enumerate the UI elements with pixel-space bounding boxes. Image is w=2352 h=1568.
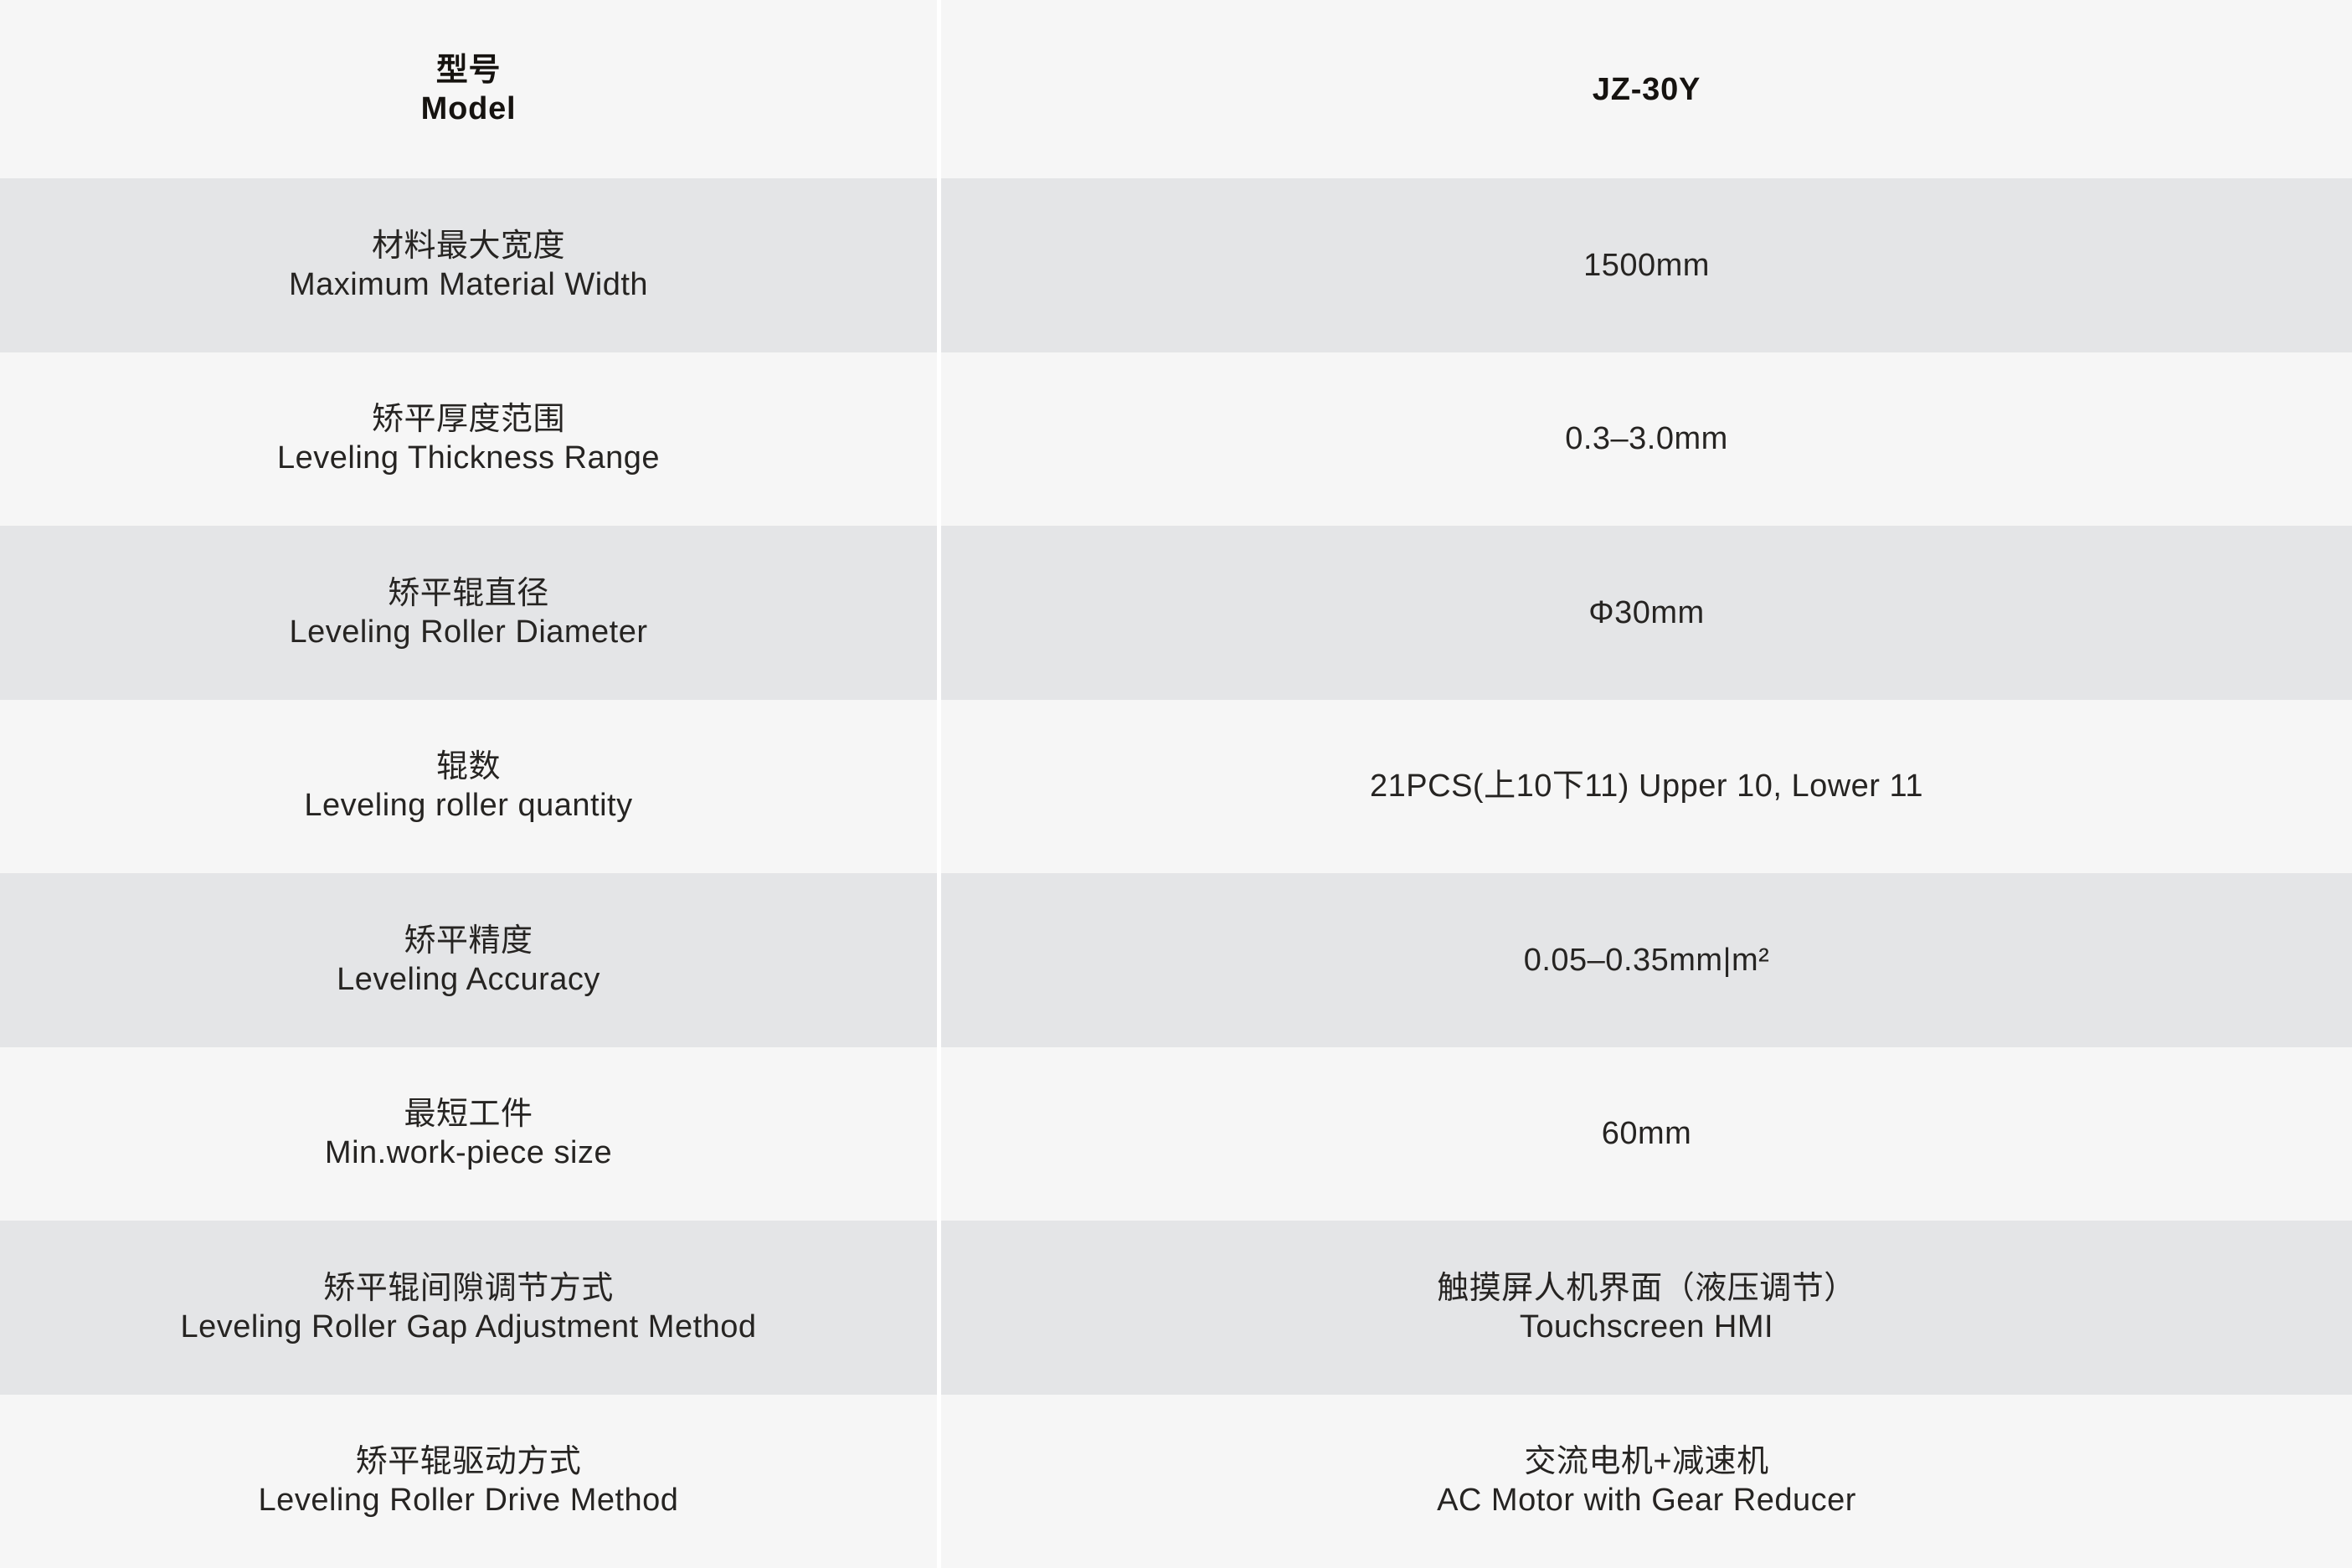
leveling-accuracy-value-cell: 0.05–0.35mm|m² xyxy=(941,873,2352,1047)
leveling-roller-diameter-value-cell: Φ30mm xyxy=(941,526,2352,700)
leveling-accuracy-label-cell: 矫平精度 Leveling Accuracy xyxy=(0,873,937,1047)
model-label-en: Model xyxy=(420,90,517,126)
roller-drive-method-label-cell: 矫平辊驱动方式 Leveling Roller Drive Method xyxy=(0,1394,937,1568)
max-material-width-label-en: Maximum Material Width xyxy=(288,266,649,302)
leveling-roller-diameter-value: Φ30mm xyxy=(1588,594,1705,630)
roller-gap-adjustment-value-en: Touchscreen HMI xyxy=(1519,1308,1774,1344)
leveling-roller-quantity-value-cell: 21PCS(上10下11) Upper 10, Lower 11 xyxy=(941,699,2352,873)
min-workpiece-size-label-zh: 最短工件 xyxy=(404,1097,533,1133)
min-workpiece-size-label-cell: 最短工件 Min.work-piece size xyxy=(0,1046,937,1221)
max-material-width-label-zh: 材料最大宽度 xyxy=(371,228,565,264)
leveling-accuracy-label-zh: 矫平精度 xyxy=(404,923,533,959)
leveling-thickness-range-label-en: Leveling Thickness Range xyxy=(276,440,660,476)
max-material-width-value: 1500mm xyxy=(1583,247,1710,283)
leveling-roller-diameter-label-zh: 矫平辊直径 xyxy=(388,575,549,611)
model-value-cell: JZ-30Y xyxy=(941,0,2352,178)
leveling-roller-quantity-value: 21PCS(上10下11) Upper 10, Lower 11 xyxy=(1370,769,1923,805)
roller-gap-adjustment-label-en: Leveling Roller Gap Adjustment Method xyxy=(180,1308,757,1344)
roller-drive-method-label-en: Leveling Roller Drive Method xyxy=(258,1483,679,1519)
min-workpiece-size-label-en: Min.work-piece size xyxy=(324,1135,613,1171)
roller-gap-adjustment-value-zh: 触摸屏人机界面（液压调节） xyxy=(1437,1270,1856,1306)
roller-gap-adjustment-label-zh: 矫平辊间隙调节方式 xyxy=(323,1270,614,1306)
roller-drive-method-label-zh: 矫平辊驱动方式 xyxy=(355,1444,582,1480)
min-workpiece-size-value: 60mm xyxy=(1601,1116,1692,1152)
roller-gap-adjustment-value-cell: 触摸屏人机界面（液压调节） Touchscreen HMI xyxy=(941,1221,2352,1395)
max-material-width-value-cell: 1500mm xyxy=(941,178,2352,352)
leveling-thickness-range-label-zh: 矫平厚度范围 xyxy=(371,402,565,438)
roller-drive-method-value-cell: 交流电机+减速机 AC Motor with Gear Reducer xyxy=(941,1394,2352,1568)
leveling-roller-quantity-label-zh: 辊数 xyxy=(435,749,501,785)
leveling-thickness-range-label-cell: 矫平厚度范围 Leveling Thickness Range xyxy=(0,352,937,526)
model-label-cell: 型号 Model xyxy=(0,0,937,178)
leveling-roller-diameter-label-en: Leveling Roller Diameter xyxy=(289,614,648,650)
leveling-accuracy-label-en: Leveling Accuracy xyxy=(337,961,600,997)
leveling-accuracy-value: 0.05–0.35mm|m² xyxy=(1523,942,1770,978)
leveling-thickness-range-value: 0.3–3.0mm xyxy=(1565,421,1728,457)
leveling-roller-quantity-label-en: Leveling roller quantity xyxy=(304,788,633,824)
leveling-thickness-range-value-cell: 0.3–3.0mm xyxy=(941,352,2352,526)
roller-drive-method-value-en: AC Motor with Gear Reducer xyxy=(1437,1483,1856,1519)
min-workpiece-size-value-cell: 60mm xyxy=(941,1046,2352,1221)
max-material-width-label-cell: 材料最大宽度 Maximum Material Width xyxy=(0,178,937,352)
roller-gap-adjustment-label-cell: 矫平辊间隙调节方式 Leveling Roller Gap Adjustment… xyxy=(0,1221,937,1395)
leveling-roller-quantity-label-cell: 辊数 Leveling roller quantity xyxy=(0,699,937,873)
roller-drive-method-value-zh: 交流电机+减速机 xyxy=(1524,1444,1769,1480)
model-value: JZ-30Y xyxy=(1592,71,1701,107)
model-label-zh: 型号 xyxy=(435,52,502,88)
leveling-roller-diameter-label-cell: 矫平辊直径 Leveling Roller Diameter xyxy=(0,526,937,700)
